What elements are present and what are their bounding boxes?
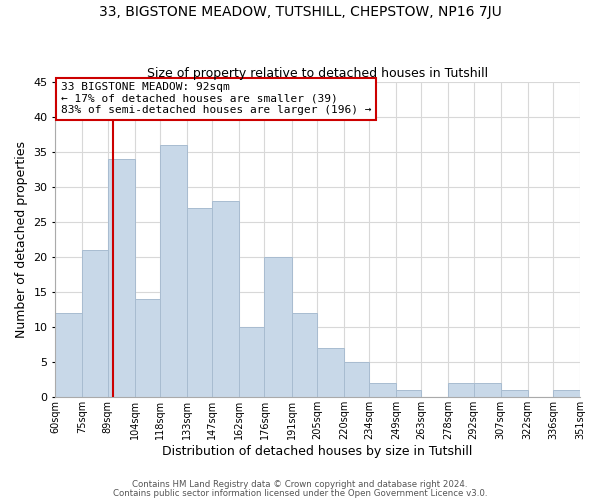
Bar — [396, 390, 421, 397]
Title: Size of property relative to detached houses in Tutshill: Size of property relative to detached ho… — [147, 66, 488, 80]
Bar — [317, 348, 344, 397]
Bar — [187, 208, 212, 397]
Bar — [292, 313, 317, 397]
Text: Contains HM Land Registry data © Crown copyright and database right 2024.: Contains HM Land Registry data © Crown c… — [132, 480, 468, 489]
Bar — [82, 250, 107, 397]
Bar — [239, 327, 265, 397]
Bar — [553, 390, 580, 397]
Bar — [369, 383, 396, 397]
Bar — [212, 201, 239, 397]
Text: 33, BIGSTONE MEADOW, TUTSHILL, CHEPSTOW, NP16 7JU: 33, BIGSTONE MEADOW, TUTSHILL, CHEPSTOW,… — [98, 5, 502, 19]
Bar — [500, 390, 528, 397]
Bar — [448, 383, 473, 397]
Bar — [344, 362, 369, 397]
Text: Contains public sector information licensed under the Open Government Licence v3: Contains public sector information licen… — [113, 489, 487, 498]
Bar — [134, 299, 160, 397]
Bar — [55, 313, 82, 397]
Text: 33 BIGSTONE MEADOW: 92sqm
← 17% of detached houses are smaller (39)
83% of semi-: 33 BIGSTONE MEADOW: 92sqm ← 17% of detac… — [61, 82, 371, 116]
Bar — [473, 383, 500, 397]
Y-axis label: Number of detached properties: Number of detached properties — [15, 141, 28, 338]
Bar — [160, 145, 187, 397]
Bar — [107, 159, 134, 397]
X-axis label: Distribution of detached houses by size in Tutshill: Distribution of detached houses by size … — [163, 444, 473, 458]
Bar — [265, 257, 292, 397]
